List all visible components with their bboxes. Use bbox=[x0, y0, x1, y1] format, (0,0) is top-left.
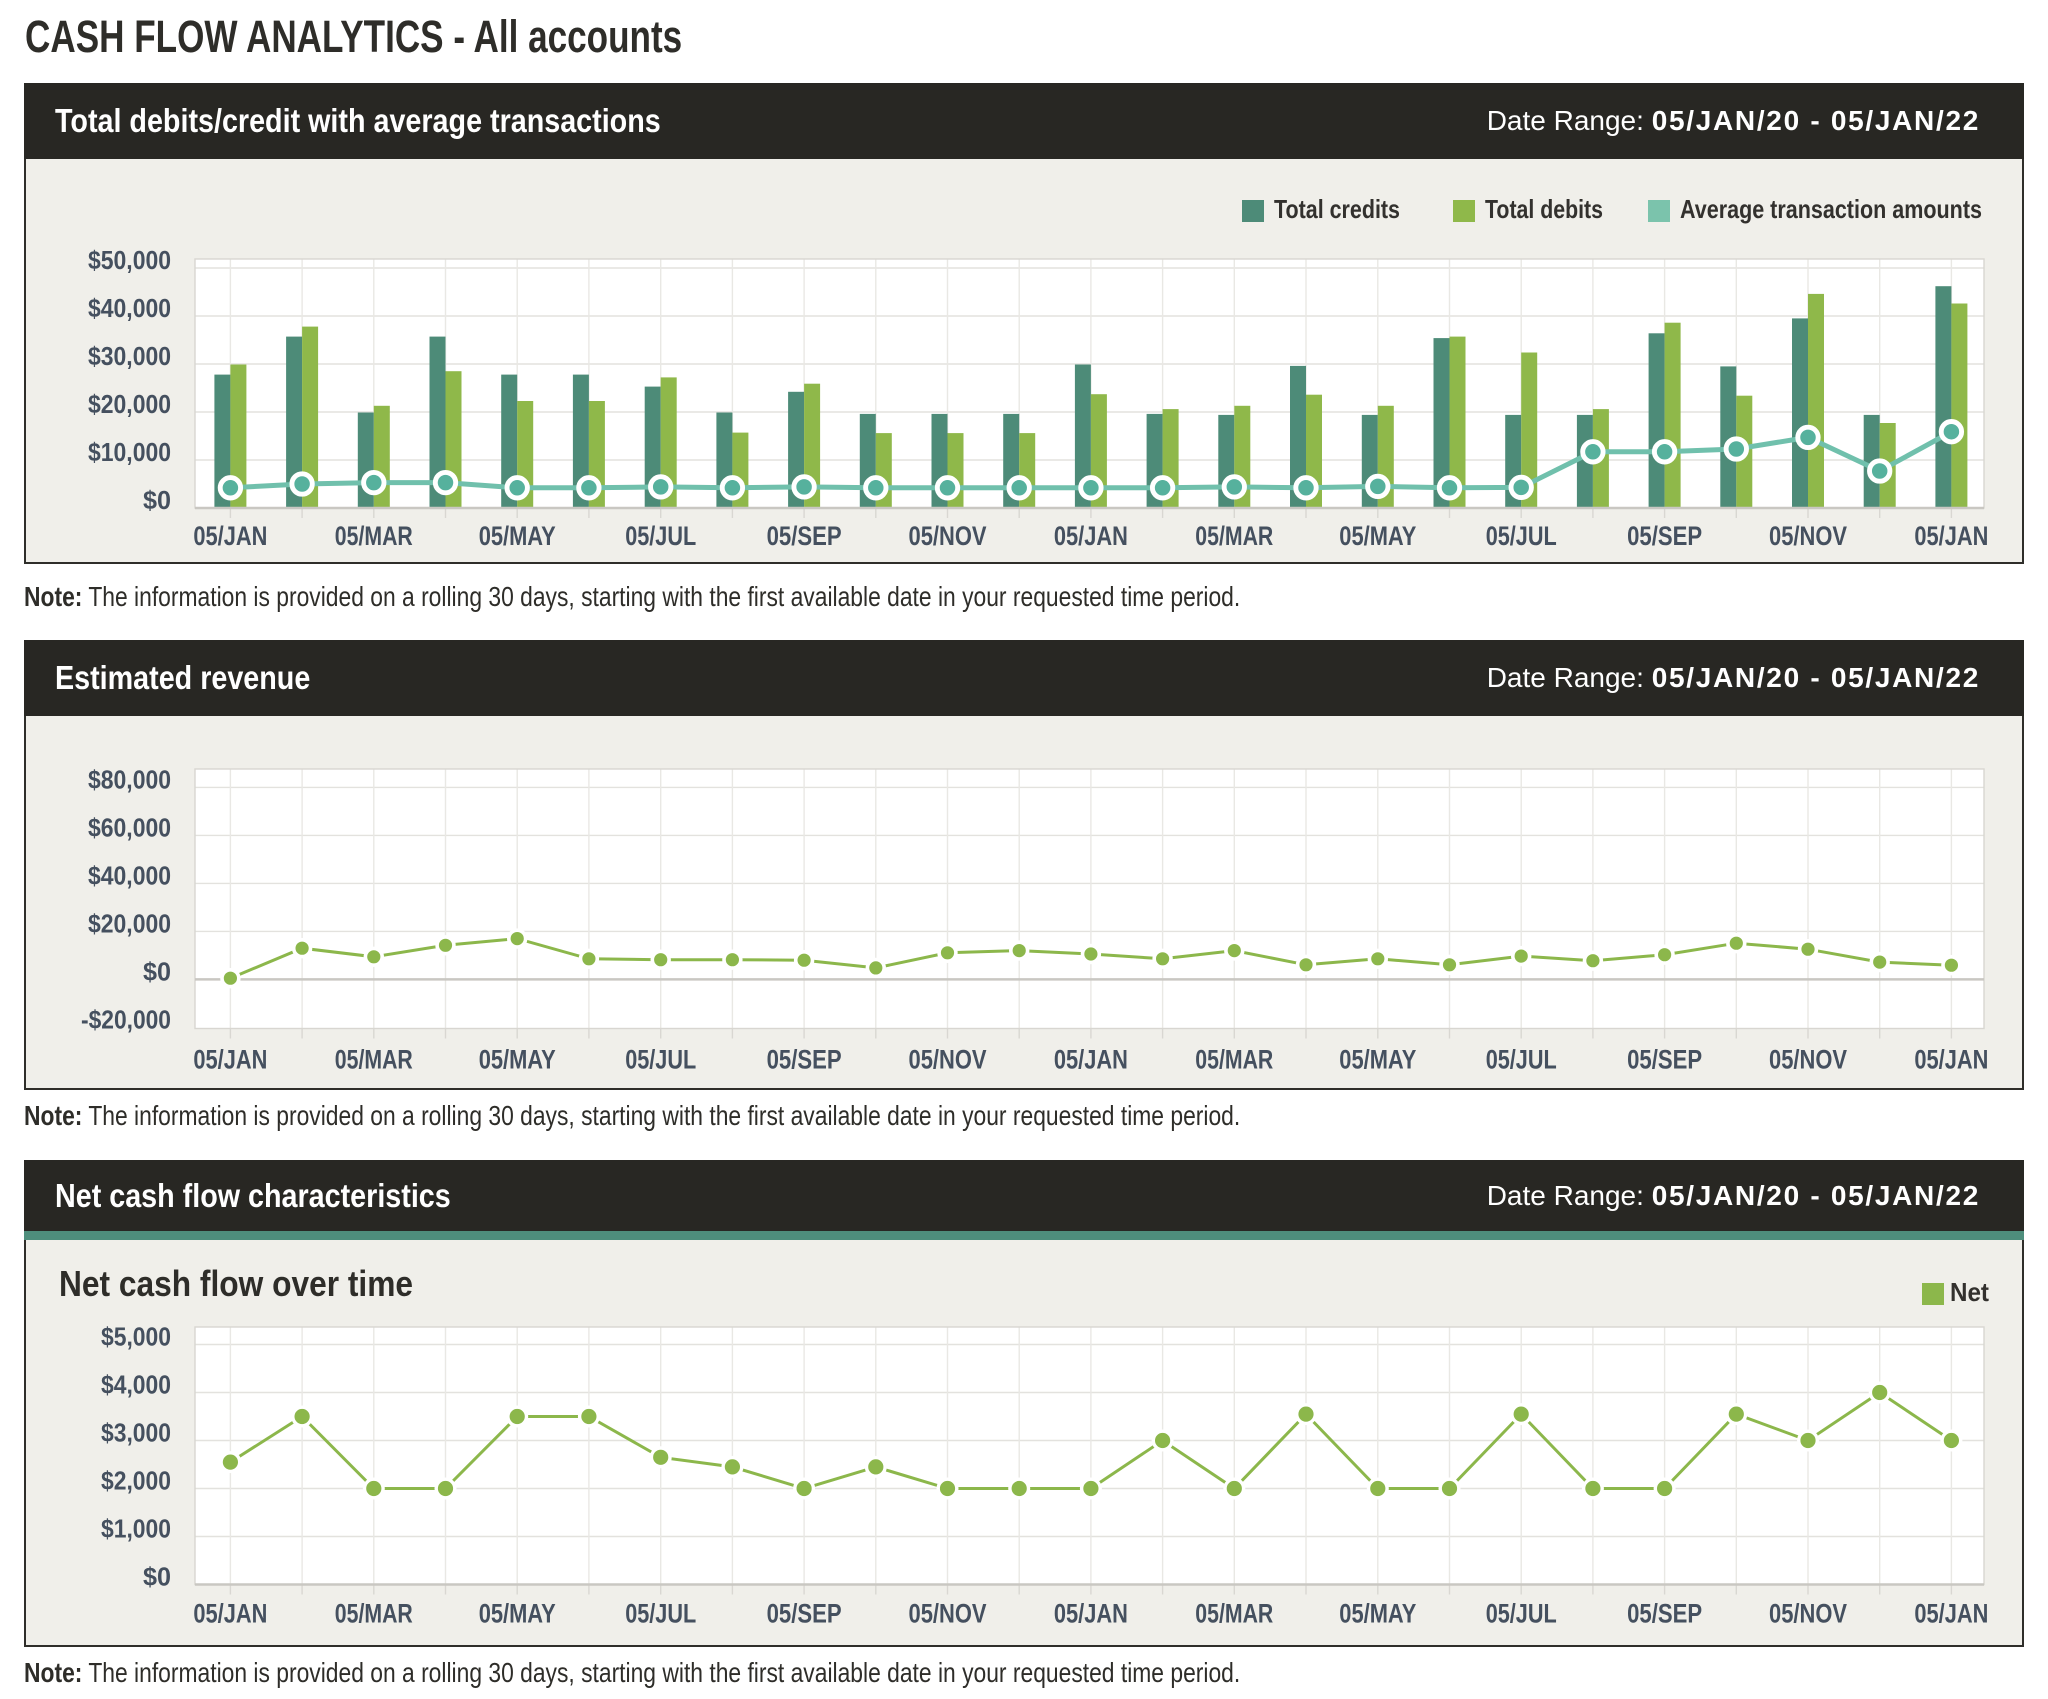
svg-text:05/JAN: 05/JAN bbox=[1054, 1045, 1128, 1075]
svg-text:$80,000: $80,000 bbox=[88, 764, 171, 794]
svg-text:05/JAN: 05/JAN bbox=[193, 521, 267, 551]
svg-text:$4,000: $4,000 bbox=[101, 1369, 171, 1399]
svg-text:05/JUL: 05/JUL bbox=[625, 521, 696, 551]
svg-text:Net: Net bbox=[1950, 1277, 1989, 1307]
svg-text:$20,000: $20,000 bbox=[88, 908, 171, 938]
svg-text:05/JAN: 05/JAN bbox=[1914, 1599, 1988, 1629]
svg-text:$40,000: $40,000 bbox=[88, 293, 171, 323]
svg-text:05/JUL: 05/JUL bbox=[625, 1599, 696, 1629]
svg-text:05/NOV: 05/NOV bbox=[1769, 521, 1847, 551]
svg-text:$0: $0 bbox=[143, 956, 171, 986]
svg-text:$40,000: $40,000 bbox=[88, 860, 171, 890]
svg-text:05/MAY: 05/MAY bbox=[1339, 521, 1416, 551]
svg-text:05/MAR: 05/MAR bbox=[1195, 1599, 1273, 1629]
svg-text:05/NOV: 05/NOV bbox=[909, 1045, 987, 1075]
svg-text:$30,000: $30,000 bbox=[88, 341, 171, 371]
svg-text:$20,000: $20,000 bbox=[88, 389, 171, 419]
svg-text:05/JUL: 05/JUL bbox=[1486, 521, 1557, 551]
svg-text:$0: $0 bbox=[143, 485, 171, 515]
svg-text:05/JUL: 05/JUL bbox=[625, 1045, 696, 1075]
svg-text:05/MAR: 05/MAR bbox=[335, 1599, 413, 1629]
svg-text:05/MAY: 05/MAY bbox=[479, 521, 556, 551]
svg-text:05/MAR: 05/MAR bbox=[1195, 1045, 1273, 1075]
svg-text:05/NOV: 05/NOV bbox=[1769, 1599, 1847, 1629]
svg-text:05/NOV: 05/NOV bbox=[1769, 1045, 1847, 1075]
svg-text:Net cash flow over time: Net cash flow over time bbox=[59, 1263, 413, 1304]
svg-text:05/NOV: 05/NOV bbox=[909, 521, 987, 551]
svg-text:05/JAN: 05/JAN bbox=[1914, 521, 1988, 551]
svg-text:$60,000: $60,000 bbox=[88, 812, 171, 842]
svg-text:Total credits: Total credits bbox=[1274, 194, 1400, 224]
svg-text:05/MAR: 05/MAR bbox=[335, 1045, 413, 1075]
svg-text:05/SEP: 05/SEP bbox=[1627, 1045, 1702, 1075]
svg-text:05/MAR: 05/MAR bbox=[335, 521, 413, 551]
svg-text:05/JAN: 05/JAN bbox=[1914, 1045, 1988, 1075]
svg-text:05/MAY: 05/MAY bbox=[1339, 1599, 1416, 1629]
svg-text:05/MAY: 05/MAY bbox=[1339, 1045, 1416, 1075]
svg-text:$0: $0 bbox=[143, 1561, 171, 1591]
svg-text:05/JUL: 05/JUL bbox=[1486, 1599, 1557, 1629]
svg-text:$5,000: $5,000 bbox=[101, 1321, 171, 1351]
svg-text:05/MAY: 05/MAY bbox=[479, 1045, 556, 1075]
svg-text:05/SEP: 05/SEP bbox=[1627, 521, 1702, 551]
svg-text:05/JAN: 05/JAN bbox=[1054, 521, 1128, 551]
svg-text:$1,000: $1,000 bbox=[101, 1513, 171, 1543]
svg-text:Total debits: Total debits bbox=[1485, 194, 1603, 224]
svg-text:05/NOV: 05/NOV bbox=[909, 1599, 987, 1629]
svg-text:$10,000: $10,000 bbox=[88, 437, 171, 467]
svg-text:05/JAN: 05/JAN bbox=[193, 1599, 267, 1629]
svg-text:05/JUL: 05/JUL bbox=[1486, 1045, 1557, 1075]
svg-text:Average transaction amounts: Average transaction amounts bbox=[1680, 194, 1982, 224]
svg-text:$50,000: $50,000 bbox=[88, 245, 171, 275]
svg-text:-$20,000: -$20,000 bbox=[81, 1004, 171, 1034]
svg-text:05/JAN: 05/JAN bbox=[1054, 1599, 1128, 1629]
svg-text:$3,000: $3,000 bbox=[101, 1417, 171, 1447]
svg-text:05/MAY: 05/MAY bbox=[479, 1599, 556, 1629]
svg-text:05/SEP: 05/SEP bbox=[767, 1045, 842, 1075]
svg-text:05/SEP: 05/SEP bbox=[767, 1599, 842, 1629]
svg-text:05/JAN: 05/JAN bbox=[193, 1045, 267, 1075]
svg-text:$2,000: $2,000 bbox=[101, 1465, 171, 1495]
svg-text:05/SEP: 05/SEP bbox=[767, 521, 842, 551]
svg-text:05/MAR: 05/MAR bbox=[1195, 521, 1273, 551]
svg-text:05/SEP: 05/SEP bbox=[1627, 1599, 1702, 1629]
